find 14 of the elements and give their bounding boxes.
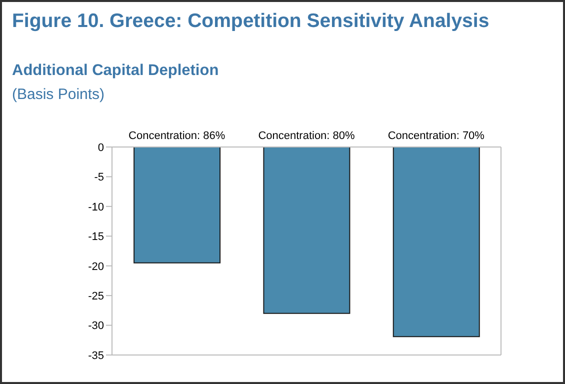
chart-title: Figure 10. Greece: Competition Sensitivity Analysis [12,10,490,33]
y-tick-label: -5 [94,172,104,184]
x-tick-label: Concentration: 80% [258,130,356,142]
chart-subtitle: Additional Capital Depletion [12,62,219,80]
y-tick-label: -20 [88,260,104,273]
y-axis-title: (Basis Points) [12,86,105,103]
y-tick-label: -10 [88,201,104,214]
y-tick-label: -15 [88,231,104,244]
y-tick-label: -25 [88,290,104,302]
y-tick-label: 0 [98,142,104,154]
y-tick-label: -30 [88,320,104,332]
y-tick-label: -35 [88,350,104,362]
x-tick-label: Concentration: 86% [128,130,226,142]
x-tick-label: Concentration: 70% [388,130,485,142]
